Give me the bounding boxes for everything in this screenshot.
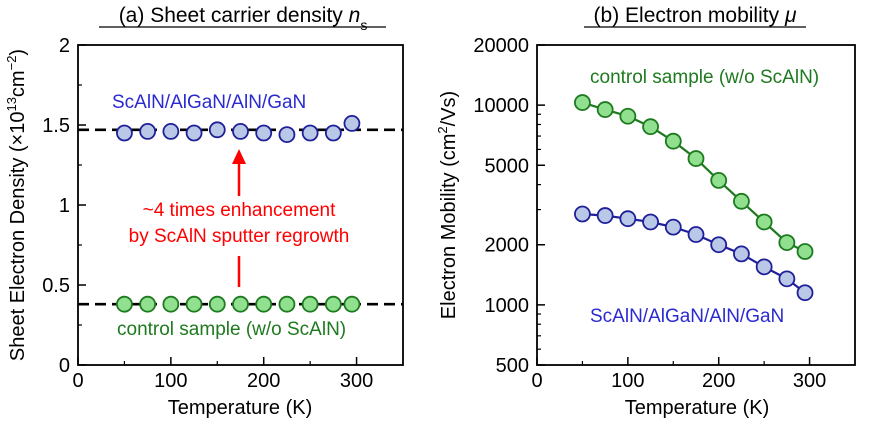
panel-a-blue-data-point — [139, 122, 157, 140]
panel-b-x-tick-label: 200 — [702, 370, 735, 392]
panel-a-blue-data-point — [278, 126, 296, 144]
panel-a-green-series-label: control sample (w/o ScAlN) — [117, 319, 346, 340]
panel-b-green-data-point — [733, 192, 750, 210]
panel-a-y-axis-label: Sheet Electron Density (×1013cm−2) — [4, 49, 29, 361]
panel-b-blue-data-point — [778, 270, 796, 288]
panel-a-blue-data-point — [116, 124, 133, 142]
panel-b-x-tick-label: 300 — [793, 370, 826, 392]
panel-b-y-tick-label: 5000 — [485, 155, 530, 177]
panel-a-green-data-point — [232, 295, 249, 313]
panel-a-y-tick-label: 0.5 — [42, 275, 70, 297]
panel-a-y-tick-label: 2 — [59, 35, 70, 57]
panel-a-x-tick-label: 0 — [72, 370, 83, 392]
panel-a-green-data-point — [185, 295, 203, 313]
panel-a: (a) Sheet carrier density ns 0 100 200 300 … — [4, 4, 404, 419]
panel-b-blue-data-point — [574, 205, 591, 223]
panel-b: (b) Electron mobility μ 0 100 200 300 500 10… — [435, 4, 856, 419]
panel-b-blue-data-point — [733, 245, 750, 263]
panel-a-y-tick-label: 0 — [59, 355, 70, 377]
panel-b-green-data-point — [596, 101, 614, 118]
panel-a-green-data-point — [343, 295, 361, 313]
panel-b-green-series-label: control sample (w/o ScAlN) — [590, 67, 819, 88]
panel-a-blue-data-point — [301, 124, 319, 142]
enhancement-arrow-up — [232, 149, 246, 196]
panel-b-series — [574, 94, 814, 302]
panel-b-y-tick-label: 500 — [496, 355, 529, 377]
panel-b-blue-data-point — [755, 258, 773, 276]
panel-b-blue-series-label: ScAlN/AlGaN/AlN/GaN — [590, 306, 784, 327]
panel-a-y-tick-label: 1.5 — [42, 115, 70, 137]
enhancement-annotation-line2: by ScAlN sputter regrowth — [129, 226, 350, 247]
panel-a-blue-data-point — [343, 115, 361, 132]
panel-b-green-data-point — [687, 150, 705, 167]
panel-b-green-data-point — [642, 118, 659, 136]
panel-a-blue-series-label: ScAlN/AlGaN/AlN/GaN — [112, 92, 306, 113]
panel-a-blue-data-point — [162, 122, 180, 140]
panel-b-y-axis-label: Electron Mobility (cm2/Vs) — [435, 91, 460, 319]
panel-a-series — [116, 115, 361, 313]
panel-b-green-data-point — [796, 243, 814, 260]
panel-a-green-data-point — [162, 295, 180, 313]
panel-b-y-ticks: 500 1000 2000 5000 10000 20000 — [473, 35, 545, 377]
panel-a-x-axis-label: Temperature (K) — [168, 397, 313, 419]
panel-b-blue-data-point — [596, 207, 614, 224]
panel-b-green-data-point — [664, 132, 682, 150]
panel-b-x-ticks: 0 100 200 300 — [531, 357, 826, 392]
panel-b-blue-data-point — [664, 218, 682, 236]
panel-b-x-tick-label: 0 — [531, 370, 542, 392]
panel-a-blue-data-point — [255, 124, 273, 142]
panel-a-x-ticks: 0 100 200 300 — [72, 357, 373, 392]
panel-a-green-data-point — [301, 295, 319, 313]
panel-b-y-tick-label: 20000 — [473, 35, 529, 57]
panel-b-blue-data-point — [619, 210, 637, 228]
panel-b-x-tick-label: 100 — [611, 370, 644, 392]
panel-b-green-data-point — [778, 234, 796, 252]
panel-a-x-tick-label: 300 — [340, 370, 373, 392]
panel-b-blue-data-point — [710, 236, 728, 254]
panel-b-y-tick-label: 1000 — [485, 295, 530, 317]
panel-b-x-axis-label: Temperature (K) — [625, 397, 770, 419]
panel-b-title: (b) Electron mobility μ — [594, 4, 797, 27]
panel-b-plot-frame — [536, 44, 856, 366]
panel-b-green-data-point — [710, 171, 728, 189]
panel-a-green-data-point — [255, 295, 273, 313]
panel-b-green-data-point — [574, 94, 591, 111]
panel-a-blue-data-point — [208, 121, 226, 139]
panel-a-blue-data-point — [185, 124, 203, 142]
panel-a-green-data-point — [116, 295, 133, 313]
panel-a-x-tick-label: 100 — [154, 370, 187, 392]
panel-b-blue-data-point — [642, 213, 659, 231]
panel-b-blue-data-point — [796, 284, 814, 302]
panel-b-y-tick-label: 2000 — [485, 235, 530, 257]
panel-a-y-tick-label: 1 — [59, 195, 70, 217]
panel-a-blue-data-point — [232, 122, 249, 140]
panel-a-blue-data-point — [324, 124, 342, 142]
panel-a-green-data-point — [278, 295, 296, 313]
panel-a-green-data-point — [208, 295, 226, 313]
panel-a-x-tick-label: 200 — [247, 370, 280, 392]
panel-a-title: (a) Sheet carrier density ns — [119, 4, 368, 33]
panel-b-green-data-point — [619, 107, 637, 125]
panel-a-y-ticks: 0 0.5 1 1.5 2 — [42, 35, 86, 377]
panel-a-green-data-point — [324, 295, 342, 313]
panel-a-green-data-point — [139, 295, 157, 313]
enhancement-annotation-line1: ~4 times enhancement — [143, 200, 336, 221]
panel-b-y-tick-label: 10000 — [473, 95, 529, 117]
panel-b-green-data-point — [755, 213, 773, 231]
panel-b-blue-data-point — [687, 226, 705, 243]
